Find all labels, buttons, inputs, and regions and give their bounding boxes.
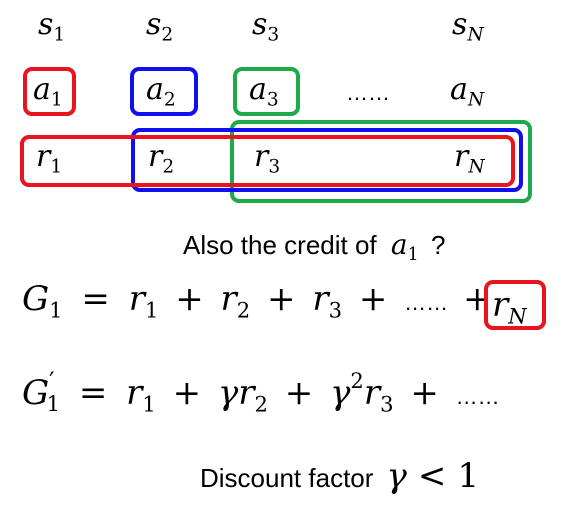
eq1-lhs: G1 — [22, 279, 63, 323]
equation-G1: G1 = r1 + r2 + r3 + …… + — [22, 279, 492, 323]
reward-box-red — [20, 135, 515, 187]
eq1-rN-highlight-box — [484, 280, 546, 330]
reward-rN: rN — [454, 139, 485, 178]
action-a3: a3 — [249, 72, 279, 111]
discount-one: 1 — [457, 456, 480, 496]
state-s2: s2 — [146, 7, 174, 46]
eq2-lhs: G′1 — [22, 367, 60, 417]
action-a2-highlight-box — [130, 67, 198, 116]
state-s3: s3 — [252, 7, 280, 46]
action-aN: aN — [450, 72, 485, 111]
discount-factor: Discount factor γ < 1 — [200, 456, 479, 496]
reward-box-blue — [131, 128, 523, 192]
discount-label: Discount factor — [200, 463, 374, 493]
action-ellipsis: …… — [346, 80, 390, 105]
action-a1: a1 — [33, 72, 63, 111]
discount-gamma: γ — [386, 456, 407, 496]
action-a2: a2 — [146, 72, 176, 111]
reward-r3: r3 — [254, 139, 281, 178]
credit-question-mark: ? — [430, 230, 446, 260]
reward-box-green — [230, 120, 532, 203]
reward-r2: r2 — [148, 139, 175, 178]
equation-G1-prime: G′1 = r1 + γr2 + γ2r3 + …… — [22, 367, 500, 417]
reward-r1: r1 — [36, 139, 63, 178]
discount-lt: < — [417, 456, 447, 496]
credit-question-text: Also the credit of — [183, 230, 377, 260]
action-a3-highlight-box — [233, 67, 300, 116]
credit-question: Also the credit of a1 ? — [183, 228, 445, 265]
credit-question-symbol: a1 — [390, 228, 419, 266]
state-s1: s1 — [38, 7, 66, 46]
eq1-last-term: rN — [492, 285, 527, 329]
action-a1-highlight-box — [23, 67, 76, 116]
state-sN: sN — [452, 7, 484, 46]
